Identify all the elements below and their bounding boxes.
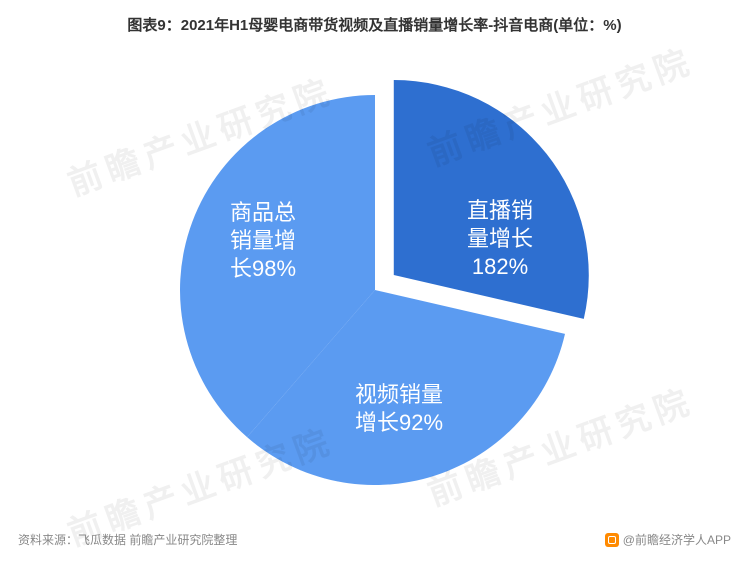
slice-label-2: 商品总销量增长98% [230,200,296,281]
brand-label: @前瞻经济学人APP [623,531,731,548]
source-attribution: 资料来源：飞瓜数据 前瞻产业研究院整理 [18,531,237,548]
slice-label-0: 直播销量增长182% [467,198,533,279]
brand-attribution: @前瞻经济学人APP [605,531,731,548]
brand-icon [605,533,619,547]
pie-chart: 直播销量增长182%视频销量增长92%商品总销量增长98% [0,0,749,562]
